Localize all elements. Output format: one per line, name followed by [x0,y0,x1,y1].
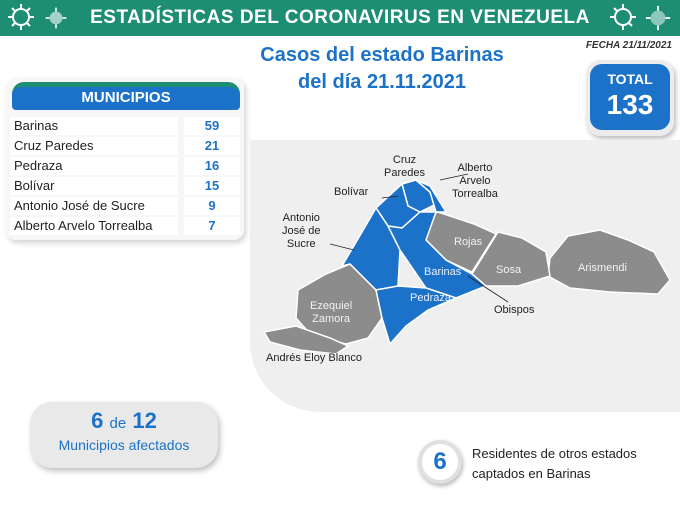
residents-line2: captados en Barinas [472,466,591,481]
map-region-sosa [471,231,551,287]
residents-card: 6 Residentes de otros estados captados e… [414,434,680,492]
municipio-cases: 9 [184,196,240,215]
municipio-cases: 59 [184,116,240,135]
map-label-barinas: Barinas [424,266,462,278]
virus-icon [45,7,67,29]
map-label-antonio-jose-de-sucre: Antonio José de Sucre [282,212,321,250]
title-banner: ESTADÍSTICAS DEL CORONAVIRUS EN VENEZUEL… [0,0,680,36]
municipio-name: Alberto Arvelo Torrealba [10,216,178,235]
map-region-pedraza [375,285,459,346]
map-label-bolivar: Bolívar [334,186,369,198]
municipio-cases: 21 [184,136,240,155]
headline-line1: Casos del estado Barinas [260,44,504,66]
municipio-cases: 15 [184,176,240,195]
municipio-cases: 16 [184,156,240,175]
virus-icon [645,5,671,31]
table-row: Bolívar 15 [10,176,240,195]
residents-value: 6 [418,440,462,484]
municipio-name: Pedraza [10,156,178,175]
map-label-andres-eloy-blanco: Andrés Eloy Blanco [266,352,362,364]
municipio-name: Cruz Paredes [10,136,178,155]
banner-title: ESTADÍSTICAS DEL CORONAVIRUS EN VENEZUEL… [90,7,590,28]
affected-label: Municipios afectados [58,437,190,453]
table-row: Pedraza 16 [10,156,240,175]
map-region-alberto-arvelo-torrealba [415,179,448,213]
map-label-cruz-paredes: Cruz Paredes [384,154,425,179]
municipios-table: MUNICIPIOS Barinas 59 Cruz Paredes 21 Pe… [6,78,244,240]
total-label: TOTAL [607,71,653,87]
virus-icon [8,4,34,30]
map-label-sosa: Sosa [496,264,522,276]
residents-line1: Residentes de otros estados [472,446,637,461]
map-label-pedraza: Pedraza [410,292,451,304]
municipio-name: Barinas [10,116,178,135]
affected-de: de [109,415,127,432]
map-label-rojas: Rojas [454,236,483,248]
barinas-map [262,173,671,355]
map-label-alberto-arvelo-torrealba: Alberto Arvelo Torrealba [452,162,498,200]
map-region-arismendi [547,229,671,295]
total-value: 133 [606,89,654,120]
map-label-obispos: Obispos [494,304,535,316]
table-row: Barinas 59 [10,116,240,135]
affected-count: 6 [91,408,104,433]
municipio-cases: 7 [184,216,240,235]
municipio-name: Antonio José de Sucre [10,196,178,215]
municipios-header: MUNICIPIOS [12,82,240,110]
map-label-arismendi: Arismendi [578,262,627,274]
map-region-barinas [386,211,488,299]
table-row: Alberto Arvelo Torrealba 7 [10,216,240,235]
headline: Casos del estado Barinas del día 21.11.2… [232,42,532,96]
total-card: TOTAL 133 [586,60,674,136]
table-row: Antonio José de Sucre 9 [10,196,240,215]
municipio-name: Bolívar [10,176,178,195]
map-label-ezequiel-zamora: Ezequiel Zamora [310,300,353,325]
residents-text: Residentes de otros estados captados en … [472,444,680,484]
affected-total: 12 [132,408,157,433]
virus-icon [610,4,636,30]
affected-municipalities-card: 6 de 12 Municipios afectados [30,402,218,468]
report-date: FECHA 21/11/2021 [585,40,672,51]
map-region-ezequiel-zamora [295,263,383,345]
map-region-andres-eloy-blanco [262,325,350,355]
table-row: Cruz Paredes 21 [10,136,240,155]
headline-line2: del día 21.11.2021 [298,71,466,93]
